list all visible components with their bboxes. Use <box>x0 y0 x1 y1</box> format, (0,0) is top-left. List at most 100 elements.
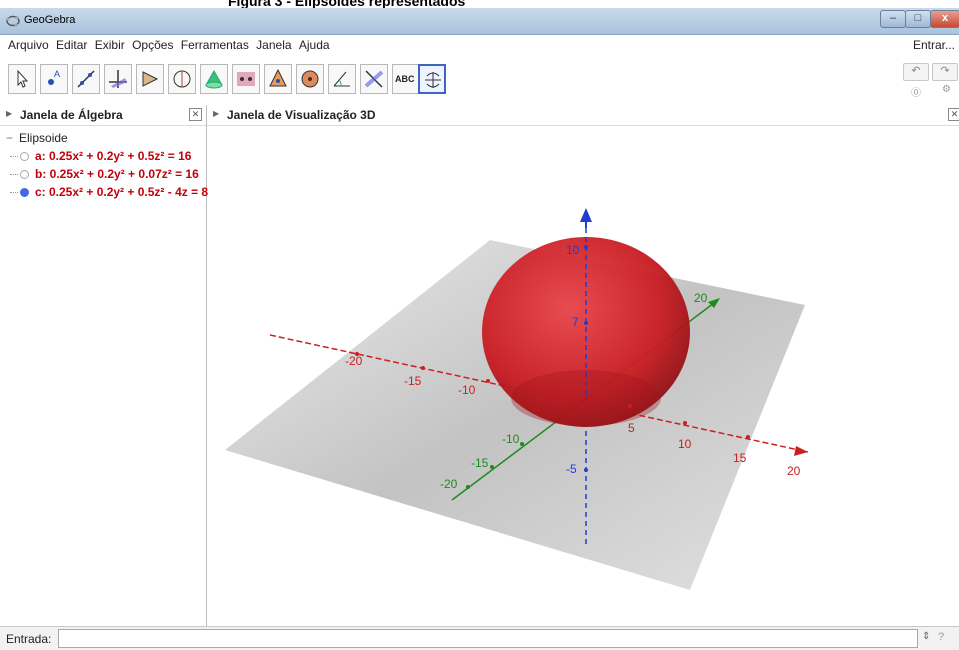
y-tick-label: 20 <box>694 291 708 305</box>
y-tick-label: -15 <box>471 456 489 470</box>
x-tick-point <box>486 379 490 383</box>
input-label: Entrada: <box>6 632 52 646</box>
graphics-3d-canvas[interactable]: -20 -15 -10 5 10 15 20 -20 -15 -10 20 10… <box>207 126 959 626</box>
x-tick-point <box>628 404 632 408</box>
y-tick-label: -20 <box>440 477 458 491</box>
algebra-object-c[interactable]: c: 0.25x² + 0.2y² + 0.5z² - 4z = 8 <box>10 185 208 199</box>
line-tool-button[interactable] <box>72 64 100 94</box>
arrow-cursor-icon <box>17 69 29 88</box>
y-axis-arrow <box>708 298 720 308</box>
algebra-object-a[interactable]: a: 0.25x² + 0.2y² + 0.5z² = 16 <box>10 149 191 163</box>
object-definition: a: 0.25x² + 0.2y² + 0.5z² = 16 <box>35 149 192 163</box>
graphics-3d-view-title: Janela de Visualização 3D <box>227 108 376 122</box>
sphere-icon <box>301 70 319 88</box>
polygon-icon <box>142 71 159 87</box>
settings-gear-icon[interactable]: ⚙ <box>942 84 951 95</box>
x-tick-label: 10 <box>678 437 692 451</box>
redo-button[interactable]: ↷ <box>932 63 958 81</box>
window-titlebar: GeoGebra – □ x <box>0 8 959 35</box>
pyramid-tool-button[interactable] <box>264 64 292 94</box>
collapse-triangle-icon[interactable]: ▶ <box>213 109 220 118</box>
menu-editar[interactable]: Editar <box>56 38 88 52</box>
ellipsoid-shadow <box>511 370 661 426</box>
text-tool-button[interactable]: ABC <box>392 64 420 94</box>
text-tool-label: ABC <box>395 74 415 84</box>
caption-text: Figura 3 - Elipsoides representados <box>228 0 466 8</box>
rotate-view-icon <box>425 72 441 88</box>
perpendicular-icon <box>109 70 127 88</box>
rotate-view-tool-button[interactable] <box>418 64 446 94</box>
menu-opcoes[interactable]: Opções <box>132 38 174 52</box>
menu-exibir[interactable]: Exibir <box>94 38 125 52</box>
object-definition: b: 0.25x² + 0.2y² + 0.07z² = 16 <box>35 167 199 181</box>
circle-tool-button[interactable] <box>168 64 196 94</box>
x-tick-point <box>421 366 425 370</box>
algebra-view-title: Janela de Álgebra <box>20 108 123 122</box>
circle-icon <box>173 70 191 88</box>
login-link[interactable]: Entrar... <box>912 38 955 52</box>
move-tool-button[interactable] <box>8 64 36 94</box>
visibility-toggle[interactable] <box>20 152 29 162</box>
x-tick-label: 20 <box>787 464 801 478</box>
menu-janela[interactable]: Janela <box>256 38 292 52</box>
close-view-icon[interactable]: ✕ <box>948 108 959 121</box>
toolbar: A ABC ↶ ↷ ⓪ ⚙ <box>0 57 959 106</box>
visibility-toggle[interactable] <box>20 170 29 180</box>
perpendicular-tool-button[interactable] <box>104 64 132 94</box>
collapse-triangle-icon[interactable]: ▶ <box>6 109 13 118</box>
point-tool-button[interactable]: A <box>40 64 68 94</box>
line-icon <box>77 70 95 88</box>
point-icon: A <box>48 69 60 85</box>
reflect-tool-button[interactable] <box>232 64 260 94</box>
sphere-tool-button[interactable] <box>296 64 324 94</box>
y-tick-point <box>520 442 524 446</box>
visibility-toggle[interactable] <box>20 188 29 198</box>
z-tick-point <box>584 245 588 249</box>
x-axis-arrow <box>794 446 808 456</box>
x-tick-label: 5 <box>628 421 635 435</box>
x-tick-point <box>746 435 750 439</box>
close-button[interactable]: x <box>930 10 959 28</box>
intersect-tool-button[interactable] <box>360 64 388 94</box>
z-tick-point <box>584 321 588 325</box>
undo-button[interactable]: ↶ <box>903 63 929 81</box>
x-tick-label: 15 <box>733 451 747 465</box>
panel-divider[interactable] <box>206 105 207 626</box>
close-view-icon[interactable]: ✕ <box>189 108 202 121</box>
cone-tool-button[interactable] <box>200 64 228 94</box>
polygon-tool-button[interactable] <box>136 64 164 94</box>
pyramid-icon <box>269 68 287 87</box>
y-tick-point <box>490 465 494 469</box>
minimize-button[interactable]: – <box>880 10 906 28</box>
object-group[interactable]: − Elipsoide <box>6 131 68 145</box>
menu-bar: Arquivo Editar Exibir Opções Ferramentas… <box>0 35 959 58</box>
window-title: GeoGebra <box>24 14 76 26</box>
z-tick-label: 10 <box>566 243 580 257</box>
object-definition: c: 0.25x² + 0.2y² + 0.5z² - 4z = 8 <box>35 185 209 199</box>
help-icon[interactable]: ? <box>938 631 945 643</box>
collapse-minus-icon[interactable]: − <box>6 131 14 145</box>
x-tick-label: -10 <box>458 383 476 397</box>
input-bar: Entrada: ⇕ ? <box>0 626 959 650</box>
x-tick-point <box>683 421 687 425</box>
z-tick-label: -5 <box>566 462 577 476</box>
reflect-icon <box>237 72 255 86</box>
y-tick-point <box>466 485 470 489</box>
y-tick-label: -10 <box>502 432 520 446</box>
menu-ferramentas[interactable]: Ferramentas <box>180 38 249 52</box>
graphics-3d-view-header: ▶ Janela de Visualização 3D ✕ <box>207 105 959 126</box>
input-field[interactable] <box>58 629 918 648</box>
help-icon[interactable]: ⓪ <box>911 88 921 99</box>
algebra-object-b[interactable]: b: 0.25x² + 0.2y² + 0.07z² = 16 <box>10 167 199 181</box>
spinner-icon[interactable]: ⇕ <box>922 631 931 642</box>
menu-arquivo[interactable]: Arquivo <box>8 38 49 52</box>
svg-text:A: A <box>54 69 60 79</box>
angle-tool-button[interactable] <box>328 64 356 94</box>
intersect-icon <box>364 70 384 88</box>
group-label: Elipsoide <box>19 131 68 145</box>
maximize-button[interactable]: □ <box>905 10 931 28</box>
menu-ajuda[interactable]: Ajuda <box>298 38 330 52</box>
x-tick-point <box>355 352 359 356</box>
z-tick-label: 7 <box>572 315 579 329</box>
algebra-view-header: ▶ Janela de Álgebra ✕ <box>0 105 206 126</box>
